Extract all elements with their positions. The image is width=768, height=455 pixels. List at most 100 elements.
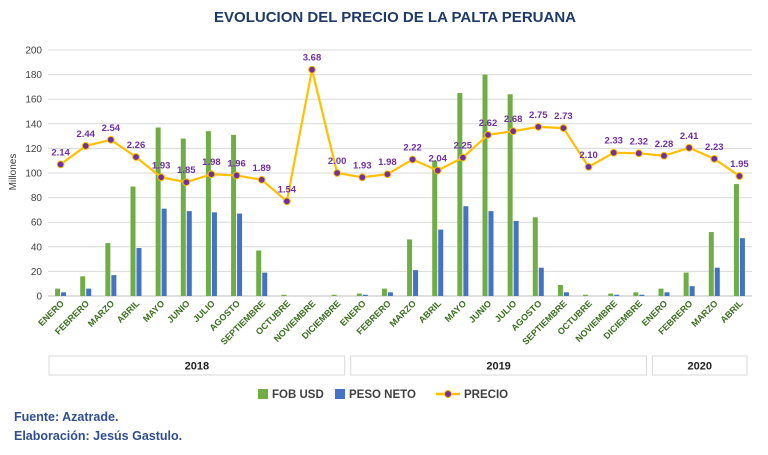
y-tick-label: 160 [25, 95, 42, 106]
bar-peso-neto [111, 275, 117, 296]
x-tick-label: JUNIO [165, 298, 192, 325]
precio-point [685, 143, 694, 152]
legend-label-precio: PRECIO [464, 389, 508, 401]
bar-fob-usd [733, 184, 739, 296]
bar-peso-neto [614, 294, 620, 296]
bar-fob-usd [407, 239, 413, 296]
bar-peso-neto [463, 206, 469, 296]
precio-point [534, 122, 543, 131]
bar-peso-neto [211, 212, 217, 296]
precio-data-label: 2.75 [529, 110, 548, 121]
precio-point [56, 160, 65, 169]
precio-point [282, 197, 291, 206]
legend-swatch-fob [258, 389, 268, 399]
x-tick-label: MAYO [141, 298, 167, 324]
bar-peso-neto [664, 292, 670, 296]
x-tick-label: MARZO [689, 298, 719, 328]
y-tick-label: 0 [36, 292, 42, 303]
source-note: Fuente: Azatrade. [14, 410, 119, 424]
bar-peso-neto [513, 220, 519, 296]
x-tick-label: MARZO [86, 298, 116, 328]
precio-point [609, 148, 618, 157]
precio-point [106, 135, 115, 144]
year-label: 2020 [687, 361, 711, 373]
bar-fob-usd [608, 293, 614, 296]
precio-data-label: 2.68 [504, 114, 523, 125]
x-tick-label: MAYO [443, 298, 469, 324]
precio-point [660, 151, 668, 160]
bar-fob-usd [155, 127, 161, 297]
y-tick-label: 100 [25, 169, 42, 180]
year-groups: 2018 2019 2020 [48, 355, 748, 376]
precio-point [433, 166, 442, 175]
bar-peso-neto [413, 270, 419, 296]
bar-fob-usd [683, 272, 689, 296]
precio-point [333, 169, 342, 177]
precio-point [383, 170, 392, 179]
precio-point [559, 124, 568, 133]
legend-label-fob: FOB USD [272, 389, 324, 401]
precio-point [182, 178, 191, 187]
precio-data-label: 1.89 [252, 163, 271, 174]
precio-data-label: 2.28 [655, 139, 674, 150]
precio-data-label: 2.41 [680, 131, 699, 142]
bar-peso-neto [639, 294, 645, 296]
bars [55, 74, 745, 297]
precio-data-label: 2.22 [403, 142, 422, 153]
bar-fob-usd [281, 294, 287, 296]
price-chart: EVOLUCION DEL PRECIO DE LA PALTA PERUANA… [8, 9, 752, 401]
precio-data-label: 3.68 [303, 53, 322, 64]
precio-data-label: 1.96 [227, 158, 246, 169]
bar-peso-neto [161, 208, 167, 296]
bar-fob-usd [331, 294, 337, 296]
precio-series-line [59, 69, 741, 204]
bar-fob-usd [105, 243, 111, 296]
precio-data-label: 2.23 [705, 142, 724, 153]
y-tick-label: 20 [31, 267, 43, 278]
legend: FOB USD PESO NETO PRECIO [258, 389, 508, 401]
bar-peso-neto [387, 292, 393, 296]
precio-point [308, 65, 316, 74]
bar-peso-neto [538, 267, 544, 296]
precio-point [634, 149, 643, 158]
x-tick-label: ABRIL [417, 298, 444, 325]
precio-data-label: 1.85 [177, 165, 196, 176]
precio-point [132, 153, 140, 161]
bar-fob-usd [557, 284, 563, 296]
precio-point [735, 172, 744, 180]
bar-peso-neto [689, 286, 695, 296]
precio-point [81, 142, 90, 150]
precio-data-label: 2.04 [428, 154, 447, 165]
precio-point [584, 162, 593, 171]
y-tick-label: 60 [31, 218, 43, 229]
precio-point [509, 127, 518, 136]
bar-fob-usd [633, 292, 639, 296]
precio-data-label: 2.44 [76, 129, 95, 140]
precio-data-label: 2.73 [554, 111, 573, 122]
bar-peso-neto [362, 294, 368, 296]
bar-fob-usd [231, 134, 237, 296]
bar-fob-usd [583, 294, 589, 296]
precio-data-label: 2.25 [454, 141, 473, 152]
year-label: 2018 [185, 361, 209, 373]
precio-point [408, 155, 417, 164]
precio-data-label: 2.26 [127, 140, 146, 151]
y-axis-ticks: 0 20 40 60 80 100 120 140 160 180 200 [25, 46, 42, 303]
x-tick-label: ABRIL [115, 298, 142, 325]
bar-fob-usd [80, 276, 86, 296]
precio-point [358, 173, 367, 182]
bar-fob-usd [356, 293, 362, 296]
legend-swatch-peso [335, 389, 345, 399]
grid [48, 49, 752, 297]
bar-fob-usd [708, 232, 714, 296]
year-box [350, 355, 647, 376]
bar-peso-neto [237, 213, 243, 296]
bar-fob-usd [180, 138, 186, 296]
bar-fob-usd [507, 94, 513, 296]
y-axis-label: Millones [8, 154, 19, 191]
bar-fob-usd [55, 288, 61, 296]
bar-peso-neto [61, 292, 67, 296]
y-tick-label: 80 [31, 193, 43, 204]
x-tick-label: ABRIL [718, 298, 745, 325]
